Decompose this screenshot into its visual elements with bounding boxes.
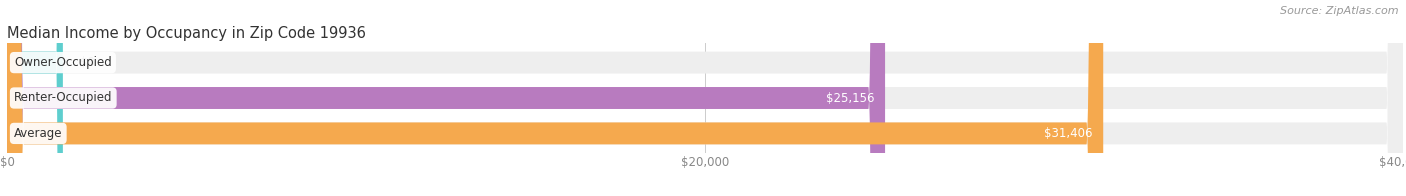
Text: Source: ZipAtlas.com: Source: ZipAtlas.com: [1281, 6, 1399, 16]
FancyBboxPatch shape: [7, 0, 884, 196]
Text: Median Income by Occupancy in Zip Code 19936: Median Income by Occupancy in Zip Code 1…: [7, 25, 366, 41]
Text: Renter-Occupied: Renter-Occupied: [14, 92, 112, 104]
Text: Owner-Occupied: Owner-Occupied: [14, 56, 111, 69]
Text: Average: Average: [14, 127, 62, 140]
FancyBboxPatch shape: [7, 0, 1403, 196]
FancyBboxPatch shape: [7, 0, 63, 196]
Text: $0: $0: [80, 56, 96, 69]
Text: $31,406: $31,406: [1045, 127, 1092, 140]
FancyBboxPatch shape: [7, 0, 1104, 196]
Text: $25,156: $25,156: [827, 92, 875, 104]
FancyBboxPatch shape: [7, 0, 1403, 196]
FancyBboxPatch shape: [7, 0, 1403, 196]
